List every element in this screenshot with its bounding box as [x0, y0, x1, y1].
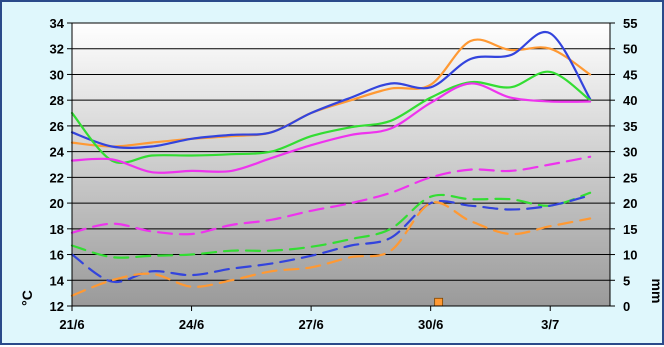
- y-right-tick-label: 35: [623, 119, 637, 134]
- y-right-tick-label: 5: [623, 273, 630, 288]
- y-left-tick-label: 22: [50, 170, 64, 185]
- series-line: [70, 155, 592, 236]
- y-left-tick-label: 14: [50, 273, 65, 288]
- y-right-axis-label: mm: [649, 279, 664, 304]
- y-left-tick-label: 16: [50, 248, 64, 263]
- y-left-tick-label: 26: [50, 119, 64, 134]
- y-right-tick-label: 30: [623, 145, 637, 160]
- rainfall-bar: [434, 297, 444, 307]
- axes: 12 14 16 18 20 22 24 26 28 30 32 34 0 5 10 15 20 25 30 35 40…: [50, 16, 638, 332]
- y-right-tick-label: 40: [623, 93, 637, 108]
- series-line: [70, 70, 592, 165]
- y-right-tick-label: 50: [623, 42, 637, 57]
- y-right-tick-label: 15: [623, 222, 637, 237]
- x-tick-label: 27/6: [298, 317, 323, 332]
- series-lines: [70, 30, 592, 297]
- y-right-tick-label: 20: [623, 196, 637, 211]
- y-left-tick-label: 24: [50, 145, 65, 160]
- x-tick-label: 30/6: [418, 317, 443, 332]
- series-line: [70, 30, 592, 149]
- y-left-tick-label: 28: [50, 93, 64, 108]
- series-line: [70, 201, 592, 297]
- y-right-tick-label: 10: [623, 248, 637, 263]
- y-right-tick-label: 0: [623, 299, 630, 314]
- x-tick-label: 24/6: [179, 317, 204, 332]
- y-right-tick-label: 45: [623, 67, 637, 82]
- y-right-tick-label: 55: [623, 16, 637, 31]
- series-line: [70, 82, 592, 174]
- y-left-tick-label: 32: [50, 42, 64, 57]
- x-tick-label: 21/6: [59, 317, 84, 332]
- series-line: [70, 191, 592, 259]
- x-tick-label: 3/7: [541, 317, 559, 332]
- y-right-tick-label: 25: [623, 170, 637, 185]
- y-left-tick-label: 12: [50, 299, 64, 314]
- y-left-tick-label: 20: [50, 196, 64, 211]
- plot-area: [72, 23, 610, 306]
- rainfall-bars: [434, 297, 444, 307]
- y-left-axis-label: °C: [19, 290, 35, 306]
- y-left-tick-label: 18: [50, 222, 64, 237]
- series-line: [70, 194, 592, 284]
- y-left-tick-label: 34: [50, 16, 65, 31]
- y-left-tick-label: 30: [50, 67, 64, 82]
